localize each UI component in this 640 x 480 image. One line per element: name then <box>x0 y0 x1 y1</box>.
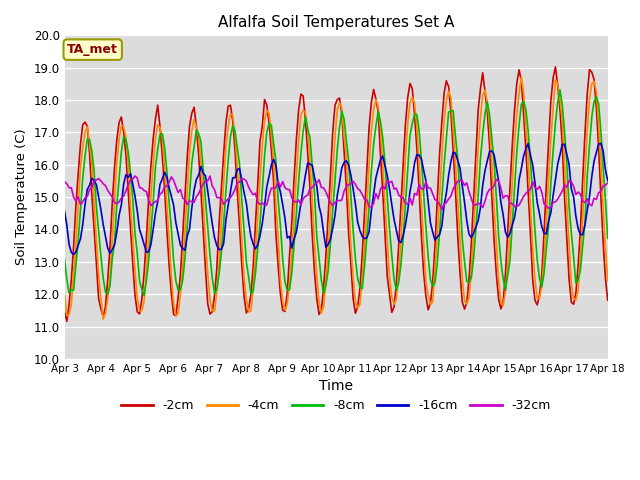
-32cm <box>422 179 429 184</box>
-32cm <box>97 178 105 184</box>
-16cm <box>597 141 605 146</box>
-8cm <box>247 291 255 297</box>
-4cm <box>97 296 105 302</box>
-4cm <box>247 308 255 314</box>
Legend: -2cm, -4cm, -8cm, -16cm, -32cm: -2cm, -4cm, -8cm, -16cm, -32cm <box>116 395 556 418</box>
Title: Alfalfa Soil Temperatures Set A: Alfalfa Soil Temperatures Set A <box>218 15 454 30</box>
-4cm <box>83 124 91 130</box>
-2cm <box>86 150 93 156</box>
Line: -8cm: -8cm <box>65 90 608 296</box>
-32cm <box>131 173 139 179</box>
-32cm <box>570 183 577 189</box>
-2cm <box>149 136 157 142</box>
-16cm <box>61 208 68 214</box>
Y-axis label: Soil Temperature (C): Soil Temperature (C) <box>15 129 28 265</box>
-32cm <box>247 189 255 194</box>
-2cm <box>61 309 68 314</box>
-2cm <box>422 293 429 299</box>
-32cm <box>438 206 445 212</box>
Line: -32cm: -32cm <box>65 176 608 209</box>
-16cm <box>247 233 255 239</box>
-16cm <box>604 178 612 183</box>
-16cm <box>149 227 157 232</box>
-16cm <box>422 178 429 183</box>
-4cm <box>99 316 107 322</box>
Text: TA_met: TA_met <box>67 43 118 56</box>
-8cm <box>97 253 105 259</box>
-2cm <box>570 301 577 307</box>
-4cm <box>604 278 612 284</box>
-8cm <box>149 199 157 205</box>
-32cm <box>83 193 91 199</box>
-4cm <box>149 161 157 167</box>
-8cm <box>422 224 429 230</box>
-4cm <box>422 279 429 285</box>
-8cm <box>61 256 68 262</box>
X-axis label: Time: Time <box>319 379 353 393</box>
-32cm <box>604 180 612 186</box>
-8cm <box>604 236 612 241</box>
-16cm <box>70 252 77 257</box>
-16cm <box>86 182 93 188</box>
-4cm <box>61 291 68 297</box>
-32cm <box>149 201 157 206</box>
Line: -4cm: -4cm <box>65 77 608 319</box>
-4cm <box>518 74 525 80</box>
-8cm <box>140 293 148 299</box>
-8cm <box>83 136 91 142</box>
-2cm <box>552 64 559 70</box>
-2cm <box>604 297 612 303</box>
-16cm <box>99 222 107 228</box>
-32cm <box>61 179 68 184</box>
-4cm <box>570 296 577 302</box>
Line: -2cm: -2cm <box>65 67 608 321</box>
-16cm <box>568 186 575 192</box>
-8cm <box>556 87 564 93</box>
-2cm <box>63 318 70 324</box>
-8cm <box>570 254 577 260</box>
-2cm <box>99 314 107 320</box>
Line: -16cm: -16cm <box>65 144 608 254</box>
-2cm <box>247 292 255 298</box>
